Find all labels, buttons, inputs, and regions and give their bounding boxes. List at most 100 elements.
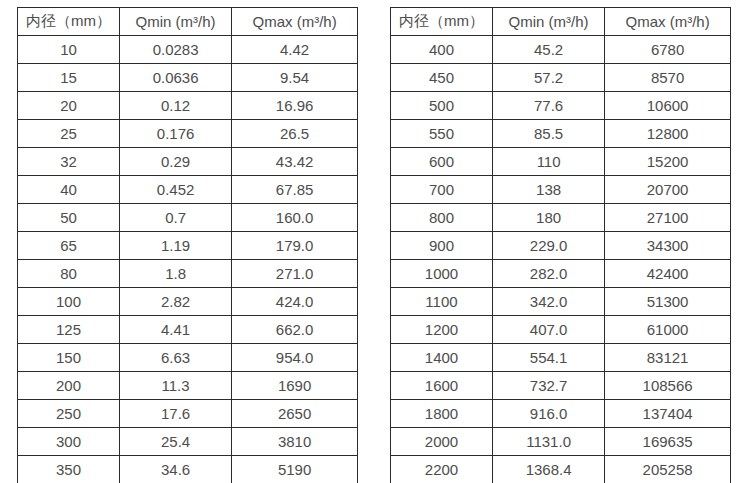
table-row: 1506.63954.0 [18, 344, 358, 372]
data-cell: 229.0 [493, 232, 605, 260]
header-row: 内径（mm）Qmin (m³/h)Qmax (m³/h) [18, 8, 358, 36]
data-cell: 34.6 [120, 456, 232, 483]
data-cell: 65 [18, 232, 120, 260]
data-cell: 1690 [232, 372, 358, 400]
data-cell: 732.7 [493, 372, 605, 400]
table-body: 100.02834.42150.06369.54200.1216.96250.1… [18, 36, 358, 483]
data-cell: 180 [493, 204, 605, 232]
data-cell: 15200 [605, 148, 731, 176]
header-cell: 内径（mm） [18, 8, 120, 36]
data-cell: 0.452 [120, 176, 232, 204]
table-row: 900229.034300 [391, 232, 731, 260]
data-cell: 20700 [605, 176, 731, 204]
table-row: 80018027100 [391, 204, 731, 232]
data-cell: 271.0 [232, 260, 358, 288]
data-cell: 250 [18, 400, 120, 428]
table-row: 1100342.051300 [391, 288, 731, 316]
table-header: 内径（mm）Qmin (m³/h)Qmax (m³/h) [18, 8, 358, 36]
data-cell: 10 [18, 36, 120, 64]
data-cell: 26.5 [232, 120, 358, 148]
data-cell: 17.6 [120, 400, 232, 428]
header-cell: 内径（mm） [391, 8, 493, 36]
table-row: 1254.41662.0 [18, 316, 358, 344]
data-cell: 6.63 [120, 344, 232, 372]
data-cell: 16.96 [232, 92, 358, 120]
data-cell: 40 [18, 176, 120, 204]
table-header: 内径（mm）Qmin (m³/h)Qmax (m³/h) [391, 8, 731, 36]
table-row: 200.1216.96 [18, 92, 358, 120]
table-row: 1200407.061000 [391, 316, 731, 344]
data-cell: 32 [18, 148, 120, 176]
table-row: 45057.28570 [391, 64, 731, 92]
header-cell: Qmax (m³/h) [232, 8, 358, 36]
data-cell: 4.41 [120, 316, 232, 344]
table-row: 250.17626.5 [18, 120, 358, 148]
data-cell: 350 [18, 456, 120, 483]
data-cell: 550 [391, 120, 493, 148]
data-cell: 2.82 [120, 288, 232, 316]
data-cell: 9.54 [232, 64, 358, 92]
header-cell: Qmin (m³/h) [493, 8, 605, 36]
data-cell: 83121 [605, 344, 731, 372]
data-cell: 43.42 [232, 148, 358, 176]
data-cell: 300 [18, 428, 120, 456]
header-row: 内径（mm）Qmin (m³/h)Qmax (m³/h) [391, 8, 731, 36]
data-cell: 1.19 [120, 232, 232, 260]
table-row: 1600732.7108566 [391, 372, 731, 400]
data-cell: 34300 [605, 232, 731, 260]
data-cell: 27100 [605, 204, 731, 232]
flow-range-table-small-diameters: 内径（mm）Qmin (m³/h)Qmax (m³/h) 100.02834.4… [17, 7, 358, 483]
table-row: 20011.31690 [18, 372, 358, 400]
table-row: 22001368.4205258 [391, 456, 731, 483]
data-cell: 45.2 [493, 36, 605, 64]
data-cell: 1100 [391, 288, 493, 316]
table-row: 1400554.183121 [391, 344, 731, 372]
table-row: 500.7160.0 [18, 204, 358, 232]
data-cell: 67.85 [232, 176, 358, 204]
data-cell: 0.12 [120, 92, 232, 120]
data-cell: 450 [391, 64, 493, 92]
data-cell: 125 [18, 316, 120, 344]
table-row: 651.19179.0 [18, 232, 358, 260]
table-row: 801.8271.0 [18, 260, 358, 288]
table-row: 150.06369.54 [18, 64, 358, 92]
data-cell: 57.2 [493, 64, 605, 92]
table-body: 40045.2678045057.2857050077.61060055085.… [391, 36, 731, 483]
data-cell: 8570 [605, 64, 731, 92]
data-cell: 137404 [605, 400, 731, 428]
data-cell: 500 [391, 92, 493, 120]
data-cell: 25 [18, 120, 120, 148]
data-cell: 50 [18, 204, 120, 232]
data-cell: 916.0 [493, 400, 605, 428]
table-row: 50077.610600 [391, 92, 731, 120]
data-cell: 0.0636 [120, 64, 232, 92]
header-cell: Qmin (m³/h) [120, 8, 232, 36]
table-row: 60011015200 [391, 148, 731, 176]
data-cell: 200 [18, 372, 120, 400]
data-cell: 2000 [391, 428, 493, 456]
table-row: 1800916.0137404 [391, 400, 731, 428]
data-cell: 100 [18, 288, 120, 316]
data-cell: 80 [18, 260, 120, 288]
data-cell: 1200 [391, 316, 493, 344]
data-cell: 600 [391, 148, 493, 176]
data-cell: 150 [18, 344, 120, 372]
data-cell: 407.0 [493, 316, 605, 344]
header-cell: Qmax (m³/h) [605, 8, 731, 36]
data-cell: 179.0 [232, 232, 358, 260]
table-row: 40045.26780 [391, 36, 731, 64]
flow-range-table-large-diameters: 内径（mm）Qmin (m³/h)Qmax (m³/h) 40045.26780… [390, 7, 731, 483]
data-cell: 282.0 [493, 260, 605, 288]
data-cell: 0.176 [120, 120, 232, 148]
data-cell: 10600 [605, 92, 731, 120]
data-cell: 85.5 [493, 120, 605, 148]
data-cell: 400 [391, 36, 493, 64]
data-cell: 169635 [605, 428, 731, 456]
data-cell: 138 [493, 176, 605, 204]
data-cell: 2650 [232, 400, 358, 428]
table-row: 55085.512800 [391, 120, 731, 148]
data-cell: 342.0 [493, 288, 605, 316]
data-cell: 108566 [605, 372, 731, 400]
table-row: 30025.43810 [18, 428, 358, 456]
data-cell: 61000 [605, 316, 731, 344]
